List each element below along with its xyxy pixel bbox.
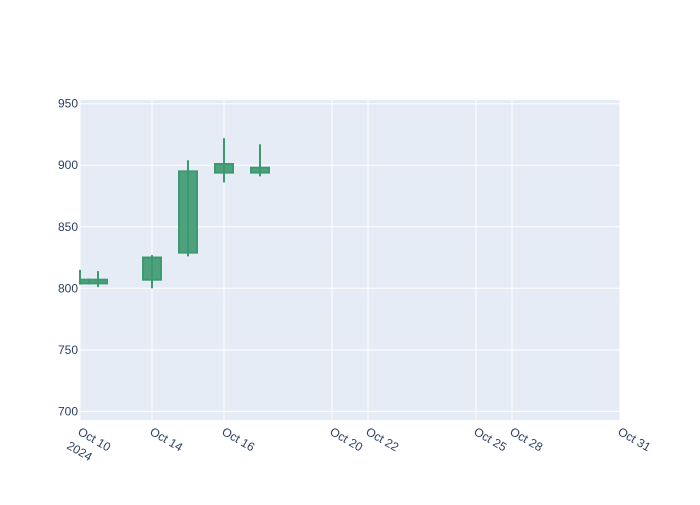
y-axis-tick-labels: 700 750 800 850 900 950 <box>58 97 78 419</box>
candle-body <box>79 278 90 285</box>
y-tick-label: 900 <box>58 158 78 172</box>
x-tick-label: Oct 16 <box>220 424 258 454</box>
y-gridlines <box>80 103 620 412</box>
candle-body <box>142 256 162 281</box>
candle-body <box>88 278 108 285</box>
x-tick-label: Oct 25 <box>472 424 510 454</box>
y-tick-label: 700 <box>58 404 78 418</box>
candle-body <box>178 170 198 254</box>
x-tick-label: Oct 14 <box>148 424 186 454</box>
candle-body <box>250 166 270 174</box>
y-tick-label: 800 <box>58 281 78 295</box>
x-tick-label: Oct 22 <box>364 424 402 454</box>
candle-body <box>214 163 234 174</box>
x-tick-label: Oct 31 <box>616 424 654 454</box>
plot-background <box>80 100 620 420</box>
y-tick-label: 750 <box>58 343 78 357</box>
y-tick-label: 850 <box>58 220 78 234</box>
x-tick-label: Oct 28 <box>508 424 546 454</box>
candles <box>79 138 270 289</box>
x-tick-label: Oct 20 <box>328 424 366 454</box>
y-tick-label: 950 <box>58 97 78 111</box>
